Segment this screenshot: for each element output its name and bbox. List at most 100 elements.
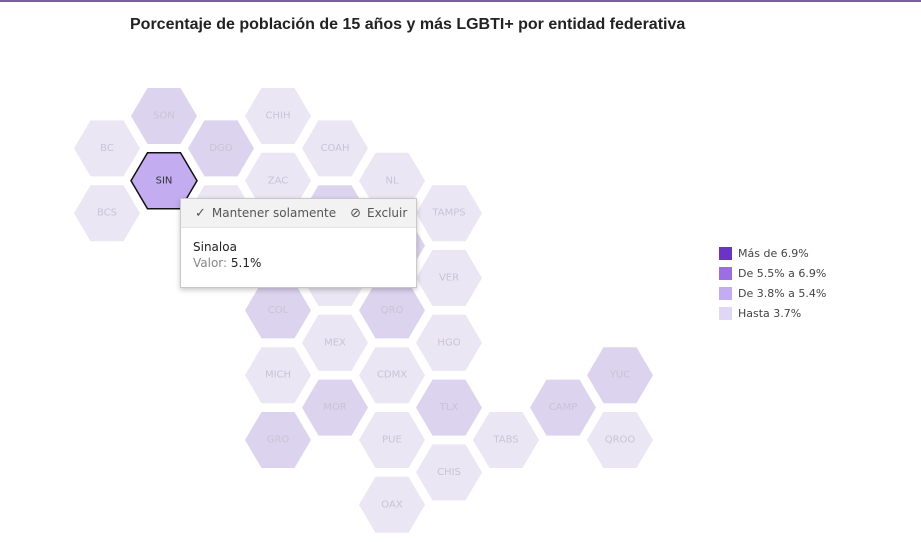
- hex-shape[interactable]: [587, 412, 653, 468]
- hex-shape[interactable]: [245, 282, 311, 339]
- hex-label: NL: [385, 175, 398, 186]
- hex-shape[interactable]: [416, 250, 482, 306]
- hex-label: MICH: [265, 370, 291, 381]
- state-hex-qroo[interactable]: QROO: [587, 412, 653, 468]
- state-hex-tabs[interactable]: TABS: [473, 412, 539, 468]
- hex-label: TABS: [492, 435, 518, 446]
- state-hex-mich[interactable]: MICH: [245, 347, 311, 404]
- state-hex-chih[interactable]: CHIH: [245, 88, 311, 144]
- state-hex-dgo[interactable]: DGO: [188, 120, 254, 177]
- hex-label: OAX: [381, 499, 403, 510]
- state-hex-yuc[interactable]: YUC: [587, 347, 653, 404]
- hex-shape[interactable]: [359, 412, 425, 468]
- tooltip-value-label: Valor:: [193, 256, 228, 270]
- hex-label: PUE: [382, 435, 402, 446]
- legend-swatch: [719, 306, 732, 320]
- legend-swatch: [719, 246, 732, 260]
- legend-label: De 3.8% a 5.4%: [738, 286, 827, 300]
- top-accent-line: [0, 0, 921, 2]
- legend-item[interactable]: De 5.5% a 6.9%: [719, 263, 826, 283]
- hex-label: SON: [153, 111, 175, 122]
- keep-only-button[interactable]: ✓ Mantener solamente: [195, 206, 336, 221]
- hex-shape[interactable]: [416, 314, 482, 371]
- hex-label: QRO: [381, 305, 404, 316]
- hex-shape[interactable]: [74, 120, 140, 177]
- hex-label: SIN: [156, 175, 173, 186]
- tooltip-value-line: Valor: 5.1%: [193, 256, 416, 270]
- hex-shape[interactable]: [359, 152, 425, 209]
- hex-shape[interactable]: [131, 88, 197, 144]
- hex-label: COAH: [320, 143, 349, 154]
- state-hex-sin[interactable]: SIN: [130, 152, 198, 210]
- state-tooltip: ✓ Mantener solamente ⊘ Excluir Sinaloa V…: [180, 198, 417, 288]
- hex-shape[interactable]: [416, 379, 482, 436]
- state-hex-col[interactable]: COL: [245, 282, 311, 339]
- state-hex-cdmx[interactable]: CDMX: [359, 347, 425, 404]
- state-hex-pue[interactable]: PUE: [359, 412, 425, 468]
- legend-label: Hasta 3.7%: [738, 306, 802, 320]
- state-hex-hgo[interactable]: HGO: [416, 314, 482, 371]
- hex-label: ZAC: [268, 175, 289, 186]
- state-hex-nl[interactable]: NL: [359, 152, 425, 209]
- tooltip-value: 5.1%: [230, 256, 262, 270]
- exclude-label: Excluir: [367, 206, 408, 220]
- state-hex-ver[interactable]: VER: [416, 250, 482, 306]
- tooltip-state-name: Sinaloa: [193, 240, 237, 254]
- hex-label: YUC: [609, 370, 630, 381]
- hex-shape[interactable]: [74, 185, 140, 242]
- hex-shape[interactable]: [245, 152, 311, 209]
- state-hex-tamps[interactable]: TAMPS: [416, 185, 482, 242]
- hex-label: QROO: [605, 435, 636, 446]
- state-hex-mex[interactable]: MEX: [302, 314, 368, 371]
- hex-shape[interactable]: [359, 476, 425, 533]
- legend-item[interactable]: Hasta 3.7%: [719, 303, 826, 323]
- state-hex-camp[interactable]: CAMP: [530, 379, 596, 436]
- hex-label: HGO: [437, 337, 460, 348]
- exclude-button[interactable]: ⊘ Excluir: [350, 206, 407, 221]
- hex-shape[interactable]: [416, 185, 482, 242]
- hex-label: CDMX: [377, 370, 407, 381]
- hex-shape[interactable]: [530, 379, 596, 436]
- exclude-icon: ⊘: [350, 205, 361, 221]
- state-hex-chis[interactable]: CHIS: [416, 444, 482, 501]
- state-hex-zac[interactable]: ZAC: [245, 152, 311, 209]
- state-hex-mor[interactable]: MOR: [302, 379, 368, 436]
- state-hex-tlx[interactable]: TLX: [416, 379, 482, 436]
- hex-shape[interactable]: [302, 379, 368, 436]
- state-hex-oax[interactable]: OAX: [359, 476, 425, 533]
- hex-shape[interactable]: [130, 152, 198, 210]
- state-hex-son[interactable]: SON: [131, 88, 197, 144]
- hex-shape[interactable]: [302, 120, 368, 177]
- state-hex-coah[interactable]: COAH: [302, 120, 368, 177]
- tooltip-toolbar: ✓ Mantener solamente ⊘ Excluir: [181, 199, 416, 228]
- state-hex-bcs[interactable]: BCS: [74, 185, 140, 242]
- state-hex-qro[interactable]: QRO: [359, 282, 425, 339]
- state-hex-gro[interactable]: GRO: [245, 412, 311, 468]
- hex-shape[interactable]: [302, 314, 368, 371]
- hex-label: TLX: [439, 402, 459, 413]
- hex-label: VER: [439, 273, 459, 284]
- state-hex-bc[interactable]: BC: [74, 120, 140, 177]
- hex-shape[interactable]: [245, 412, 311, 468]
- hex-label: CHIH: [266, 111, 291, 122]
- hex-shape[interactable]: [416, 444, 482, 501]
- hex-shape[interactable]: [245, 88, 311, 144]
- hex-label: GRO: [267, 435, 290, 446]
- hex-shape[interactable]: [188, 120, 254, 177]
- hex-shape[interactable]: [245, 347, 311, 404]
- hex-label: BCS: [97, 208, 117, 219]
- legend: Más de 6.9% De 5.5% a 6.9% De 3.8% a 5.4…: [719, 243, 826, 323]
- legend-item[interactable]: De 3.8% a 5.4%: [719, 283, 826, 303]
- hex-label: TAMPS: [431, 208, 465, 219]
- checkmark-icon: ✓: [195, 205, 206, 221]
- hex-shape[interactable]: [359, 347, 425, 404]
- hex-label: BC: [100, 143, 114, 154]
- hex-shape[interactable]: [473, 412, 539, 468]
- legend-label: De 5.5% a 6.9%: [738, 266, 827, 280]
- keep-only-label: Mantener solamente: [211, 206, 337, 220]
- hex-shape[interactable]: [587, 347, 653, 404]
- tooltip-body: Sinaloa Valor: 5.1%: [181, 228, 416, 270]
- hex-shape[interactable]: [359, 282, 425, 339]
- legend-item[interactable]: Más de 6.9%: [719, 243, 826, 263]
- legend-swatch: [719, 266, 732, 280]
